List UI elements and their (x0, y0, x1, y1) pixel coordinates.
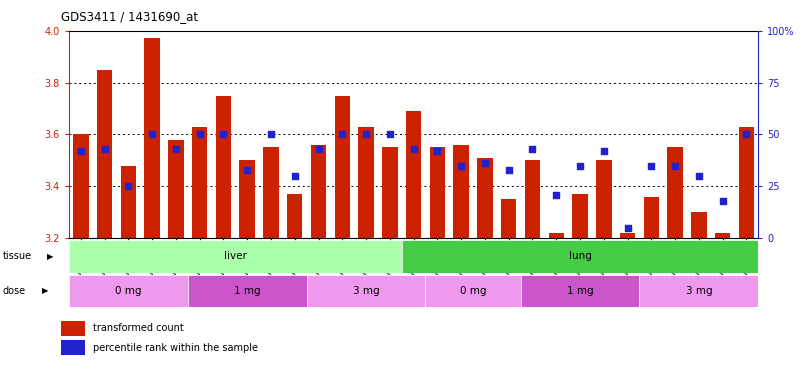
Text: 0 mg: 0 mg (460, 286, 487, 296)
Text: percentile rank within the sample: percentile rank within the sample (93, 343, 258, 353)
Point (431, 148, 444, 154)
Bar (715, 233, 731, 238)
Bar (287, 194, 303, 238)
Bar (739, 127, 754, 238)
Bar (477, 158, 492, 238)
Bar (307, 275, 426, 307)
Point (241, 167, 254, 173)
Bar (573, 194, 588, 238)
Bar (639, 275, 758, 307)
Bar (430, 147, 445, 238)
Point (75, 148, 88, 154)
Bar (239, 161, 255, 238)
Point (597, 148, 610, 154)
Bar (548, 233, 564, 238)
Point (716, 198, 729, 204)
Bar (644, 197, 659, 238)
Bar (216, 96, 231, 238)
Point (264, 131, 277, 137)
Bar (311, 145, 326, 238)
Text: tissue: tissue (2, 251, 32, 262)
Point (645, 162, 658, 169)
Bar (406, 111, 422, 238)
Bar (667, 147, 683, 238)
Bar (501, 199, 517, 238)
Point (550, 192, 563, 198)
Point (455, 162, 468, 169)
Text: GDS3411 / 1431690_at: GDS3411 / 1431690_at (61, 10, 198, 23)
Text: 1 mg: 1 mg (234, 286, 260, 296)
Bar (97, 70, 112, 238)
Bar (69, 275, 188, 307)
Point (384, 131, 397, 137)
Point (122, 183, 135, 189)
Bar (192, 127, 208, 238)
Bar (401, 240, 758, 273)
Text: ▶: ▶ (47, 252, 54, 261)
Bar (596, 161, 611, 238)
Text: 3 mg: 3 mg (685, 286, 712, 296)
Point (526, 146, 539, 152)
Point (478, 161, 491, 167)
Text: 3 mg: 3 mg (353, 286, 380, 296)
Text: ▶: ▶ (42, 286, 49, 295)
Point (193, 131, 206, 137)
Point (407, 146, 420, 152)
Bar (426, 275, 521, 307)
Bar (61, 321, 85, 336)
Bar (453, 145, 469, 238)
Bar (144, 38, 160, 238)
Text: dose: dose (2, 286, 26, 296)
Point (359, 131, 372, 137)
Point (217, 131, 230, 137)
Bar (335, 96, 350, 238)
Text: 1 mg: 1 mg (567, 286, 594, 296)
Point (288, 173, 301, 179)
Bar (188, 275, 307, 307)
Bar (69, 240, 401, 273)
Bar (691, 212, 706, 238)
Bar (168, 140, 183, 238)
Bar (525, 161, 540, 238)
Point (621, 225, 634, 231)
Bar (620, 233, 635, 238)
Bar (61, 340, 85, 355)
Bar (121, 166, 136, 238)
Point (336, 131, 349, 137)
Bar (382, 147, 397, 238)
Bar (521, 275, 639, 307)
Bar (358, 127, 374, 238)
Point (312, 146, 325, 152)
Point (98, 146, 111, 152)
Point (169, 146, 182, 152)
Text: liver: liver (224, 251, 247, 262)
Point (146, 131, 159, 137)
Text: transformed count: transformed count (93, 323, 184, 333)
Bar (264, 147, 279, 238)
Text: lung: lung (569, 251, 591, 262)
Point (693, 173, 706, 179)
Point (502, 167, 515, 173)
Bar (73, 134, 88, 238)
Point (573, 162, 586, 169)
Point (740, 131, 753, 137)
Text: 0 mg: 0 mg (115, 286, 142, 296)
Point (668, 162, 681, 169)
